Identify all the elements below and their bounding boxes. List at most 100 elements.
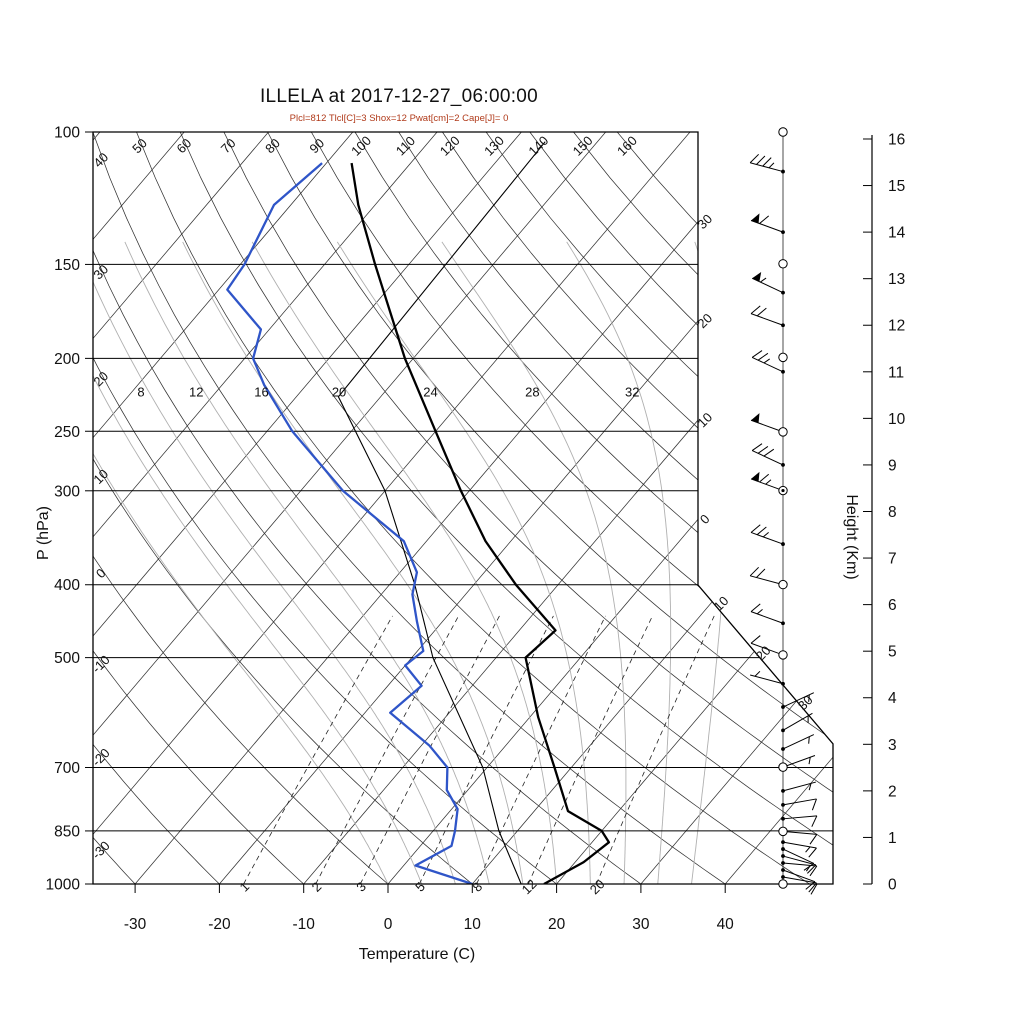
dry-adiabat-label: 100 [348,133,374,159]
height-tick-label: 15 [888,178,905,195]
wind-level-circle [778,762,788,772]
wind-level-circle [778,427,788,437]
wind-level-dot [781,621,785,626]
mixing-ratio-lines [243,615,715,884]
moist-adiabat-label: 16 [254,384,268,399]
temperature-tick-label: 40 [717,916,735,933]
dry-adiabat-label: 120 [437,133,463,159]
wind-level-dot [781,728,785,733]
plot-outline [92,131,834,885]
height-tick-label: 14 [888,225,906,242]
isotherm-label: 20 [753,643,774,664]
wind-level-dot [781,861,785,865]
height-tick-label: 5 [888,644,897,661]
page-title: ILLELA at 2017-12-27_06:00:00 [259,86,539,107]
height-tick-label: 4 [888,690,897,707]
temperature-curve [350,162,611,884]
mixing-ratio-label: 2 [309,879,325,895]
mixing-ratio-label: 1 [237,879,253,895]
wind-level-circle [778,127,788,137]
temperature-axis-label: Temperature (C) [358,946,476,963]
dry-adiabat-label: 130 [481,133,507,159]
pressure-tick-label: 100 [54,125,80,142]
dry-adiabat-label: 90 [306,135,327,156]
wind-level-dot [781,323,785,328]
height-tick-label: 2 [888,783,897,800]
wind-level-dot [781,840,785,844]
wind-barbs [749,127,818,895]
wind-level-circle [778,579,788,590]
pressure-axis-label: P (hPa) [35,506,52,560]
pressure-tick-label: 200 [54,351,80,368]
dry-adiabat-label: 50 [129,135,150,156]
temperature-tick-label: 30 [632,916,650,933]
dry-adiabat-label: 70 [218,135,239,156]
wind-level-dot [781,875,785,879]
wind-level-dot [781,868,785,872]
temperature-tick-label: -20 [208,916,231,933]
pressure-tick-label: 1000 [46,877,81,894]
wind-level-dot [781,542,785,546]
moist-adiabat-label: 32 [625,384,639,399]
pressure-tick-label: 150 [54,257,80,274]
wind-level-circle [778,879,788,889]
temperature-tick-label: 20 [548,916,566,933]
moist-adiabat-label: 8 [137,384,144,399]
temperature-tick-label: 0 [384,916,393,933]
isotherm-label: 0 [697,511,713,527]
moist-adiabat-label: 24 [423,384,437,399]
dry-adiabats [93,132,833,884]
height-tick-label: 3 [888,737,897,754]
wind-level-dot [781,816,785,821]
dry-adiabat-label: 110 [393,133,418,158]
moist-adiabat-label: 28 [525,384,539,399]
pressure-tick-label: 700 [54,760,80,777]
isotherm-label: 30 [795,692,816,713]
temperature-tick-label: -10 [292,916,315,933]
moist-adiabats [93,241,729,884]
wind-level-dot [781,463,785,467]
height-axis-label: Height (Km) [843,494,860,580]
wind-level-dot [781,847,785,851]
wind-level-circle [778,826,788,837]
height-tick-label: 1 [888,830,897,847]
height-tick-label: 6 [888,597,897,614]
pressure-tick-label: 300 [54,483,80,500]
moist-adiabat-label: 20 [332,384,346,399]
grid [93,132,833,884]
dewpoint-curve [226,162,473,884]
sounding-indices: Plcl=812 Tlcl[C]=3 Shox=12 Pwat[cm]=2 Ca… [289,113,509,124]
pressure-lines [93,132,833,884]
wind-level-dot [781,788,785,793]
wind-level-dot [781,369,785,374]
temperature-tick-label: 10 [464,916,482,933]
pressure-tick-label: 250 [54,424,80,441]
reference-curve [337,141,546,884]
height-tick-label: 12 [888,318,905,335]
wind-level-dot [781,169,785,174]
wind-level-dot [781,802,785,807]
mixing-ratio-label: 3 [353,879,369,895]
dry-adiabat-label: 80 [262,135,283,156]
pressure-tick-label: 850 [54,823,80,840]
dry-adiabat-label: 60 [173,135,194,156]
height-tick-label: 13 [888,271,905,288]
wind-level-circle [778,650,788,660]
height-tick-label: 16 [888,131,905,148]
wind-level-dot [781,854,785,858]
wind-level-dot [781,705,785,709]
height-tick-label: 7 [888,551,897,568]
wind-level-dot [781,290,785,295]
grid-labels: 50 60 70 80 90 100 110 120 130 140 150 160403020100… [89,133,816,897]
pressure-tick-label: 400 [54,577,80,594]
temperature-tick-label: -30 [124,916,147,933]
wind-level-dot [781,747,785,751]
moist-adiabat-label: 12 [189,384,203,399]
wind-level-dot [781,230,785,235]
height-tick-label: 9 [888,457,897,474]
height-tick-label: 8 [888,504,897,521]
isotherm-label: 10 [711,593,732,614]
